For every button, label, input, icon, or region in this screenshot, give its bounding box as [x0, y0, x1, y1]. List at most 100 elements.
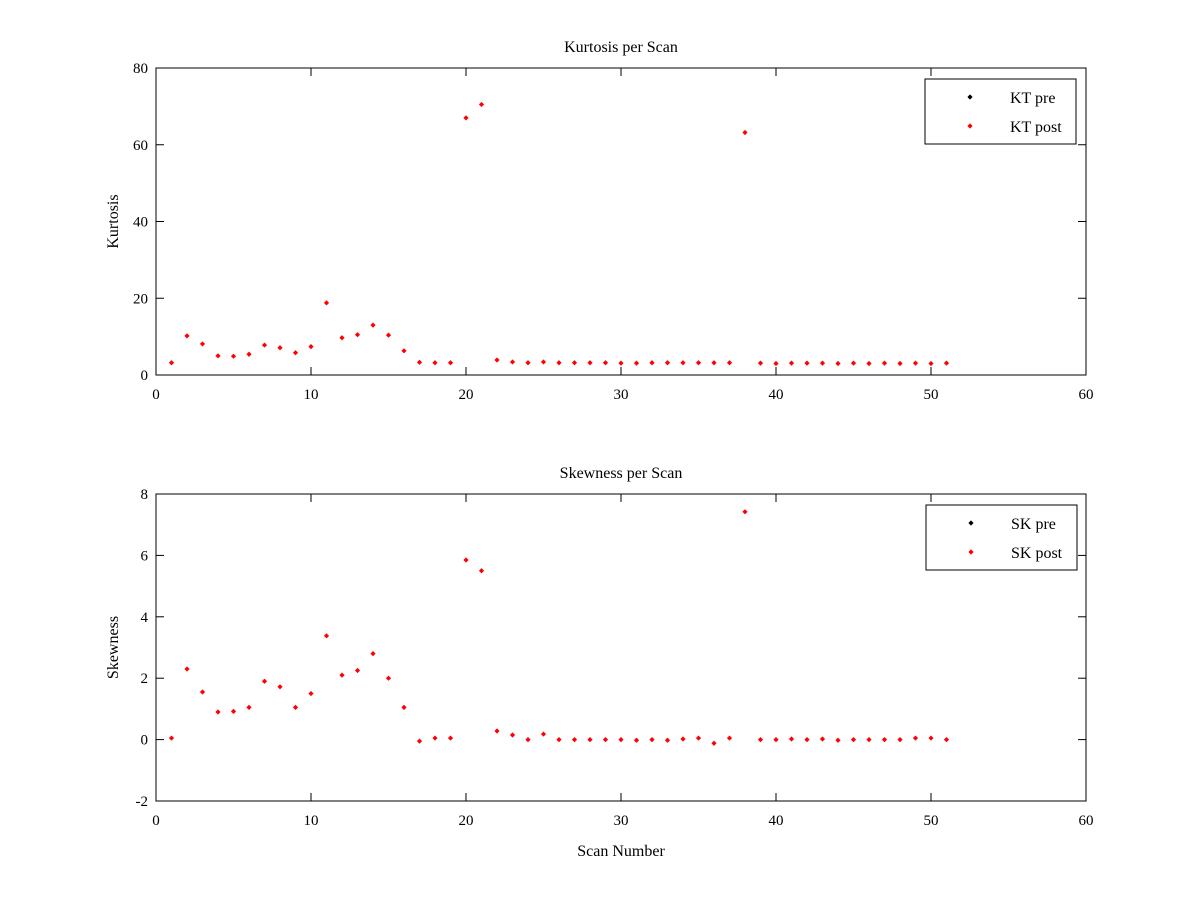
data-point: [432, 735, 438, 741]
data-point: [478, 568, 485, 574]
data-point: [401, 704, 407, 710]
data-point: [354, 332, 361, 338]
legend-label: SK post: [1011, 545, 1063, 562]
data-point: [680, 736, 686, 742]
legend: SK pre SK post: [925, 504, 1078, 571]
data-point: [649, 360, 655, 366]
data-point: [618, 360, 624, 366]
legend-box: [925, 504, 1078, 571]
data-point: [292, 704, 299, 710]
data-point: [571, 360, 578, 366]
data-point: [168, 360, 175, 366]
data-point: [184, 666, 190, 672]
x-tick-label: 50: [924, 813, 939, 829]
data-point: [215, 709, 221, 715]
x-tick-label: 20: [459, 813, 474, 829]
data-point: [618, 737, 624, 743]
data-point: [323, 633, 330, 639]
data-point: [602, 360, 609, 366]
legend-label: KT pre: [1010, 90, 1055, 107]
data-point: [246, 704, 252, 710]
data-point: [881, 360, 888, 366]
x-tick-label: 30: [614, 813, 629, 829]
data-point: [277, 684, 283, 690]
y-tick-label: 60: [133, 138, 148, 154]
data-point: [664, 737, 671, 743]
data-point: [804, 737, 810, 743]
data-point: [246, 351, 252, 357]
data-point: [943, 737, 950, 743]
x-tick-label: 60: [1079, 387, 1094, 403]
x-tick-label: 40: [769, 813, 784, 829]
y-axis-label: Skewness: [105, 616, 122, 679]
data-point: [680, 360, 686, 366]
data-point: [354, 667, 361, 674]
y-tick-label: 20: [133, 291, 148, 307]
data-point: [556, 737, 562, 743]
data-point: [850, 360, 857, 366]
data-point: [494, 728, 500, 734]
y-tick-label: 80: [133, 61, 148, 77]
data-point: [571, 737, 578, 743]
data-point: [695, 735, 702, 741]
x-tick-label: 0: [152, 387, 160, 403]
data-point: [695, 360, 702, 366]
data-point: [525, 360, 531, 366]
data-point: [184, 333, 190, 339]
data-point: [804, 360, 810, 366]
data-point: [168, 735, 175, 741]
data-point: [742, 509, 748, 515]
data-point: [339, 672, 345, 678]
y-tick-label: 8: [141, 487, 149, 503]
data-point: [215, 353, 221, 359]
y-tick-label: 6: [141, 548, 149, 564]
data-point: [664, 360, 671, 366]
legend-marker: [968, 549, 974, 555]
data-point: [261, 678, 268, 684]
legend-label: KT post: [1010, 119, 1062, 136]
data-point: [230, 708, 237, 714]
data-point: [788, 360, 795, 366]
data-point: [556, 360, 562, 366]
data-point: [308, 690, 314, 697]
legend: KT pre KT post: [924, 78, 1077, 145]
x-axis-label: Scan Number: [577, 843, 665, 860]
data-point: [912, 735, 919, 741]
data-point: [866, 737, 872, 743]
data-point: [773, 360, 779, 367]
data-point: [416, 359, 423, 365]
data-point: [633, 360, 640, 366]
data-point: [370, 651, 376, 657]
data-point: [897, 737, 903, 743]
x-tick-label: 20: [459, 387, 474, 403]
legend-marker: [968, 520, 974, 526]
legend-marker: [967, 123, 973, 129]
data-point: [819, 360, 826, 366]
y-tick-label: 0: [141, 733, 149, 749]
data-point: [494, 357, 500, 363]
data-point: [943, 360, 950, 366]
data-point: [587, 737, 593, 743]
data-point: [928, 360, 934, 367]
x-tick-label: 50: [924, 387, 939, 403]
x-tick-label: 0: [152, 813, 160, 829]
data-point: [711, 740, 717, 746]
data-point: [726, 735, 733, 741]
chart-title: Skewness per Scan: [560, 465, 683, 482]
data-point: [835, 360, 841, 367]
data-point: [835, 737, 841, 743]
data-point: [230, 353, 237, 359]
data-point: [788, 736, 795, 742]
data-point: [866, 360, 872, 367]
data-point: [447, 735, 454, 741]
data-point: [277, 345, 283, 351]
kurtosis-chart: Kurtosis per Scan Kurtosis 0 10 20 30 40 50 60…: [105, 39, 1094, 403]
data-point: [447, 360, 454, 366]
skewness-chart: Skewness per Scan Skewness Scan Number 0…: [105, 465, 1094, 860]
data-point: [881, 737, 888, 743]
x-tick-label: 60: [1079, 813, 1094, 829]
chart-title: Kurtosis per Scan: [564, 39, 678, 56]
x-tick-label: 40: [769, 387, 784, 403]
y-tick-label: 2: [141, 671, 149, 687]
data-point: [463, 557, 469, 563]
